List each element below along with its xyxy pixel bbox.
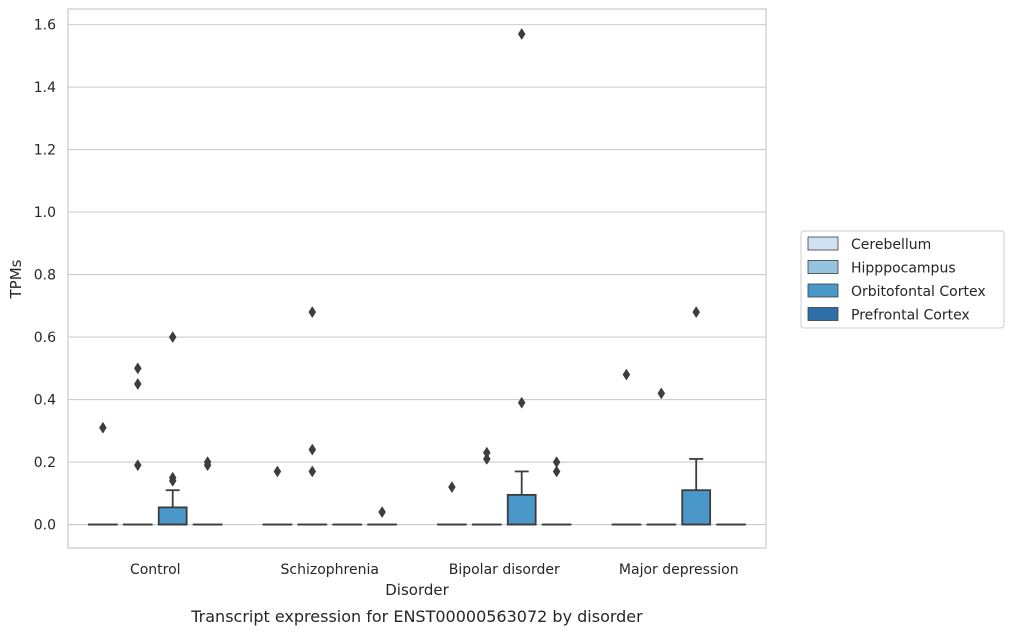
x-axis-label: Disorder bbox=[385, 581, 449, 599]
x-tick-labels: Control Schizophrenia Bipolar disorder Majo… bbox=[130, 562, 739, 578]
y-tick-label: 0.0 bbox=[34, 518, 56, 534]
box-group bbox=[646, 387, 677, 526]
box-group bbox=[681, 306, 712, 526]
legend-label: Cerebellum bbox=[851, 237, 931, 253]
y-tick-label: 1.0 bbox=[34, 205, 56, 221]
plot-frame bbox=[67, 8, 767, 549]
legend-item: Hipppocampus bbox=[807, 260, 956, 277]
legend-item: Prefrontal Cortex bbox=[807, 307, 970, 324]
legend-swatch bbox=[807, 260, 839, 274]
outlier-point bbox=[517, 396, 526, 409]
box-body bbox=[506, 493, 537, 526]
y-tick-label: 1.2 bbox=[34, 143, 56, 159]
y-tick-label: 1.6 bbox=[34, 18, 56, 34]
box-group bbox=[367, 506, 397, 526]
outlier-point bbox=[517, 28, 526, 40]
legend-item: Cerebellum bbox=[807, 236, 931, 253]
legend-label: Hipppocampus bbox=[851, 261, 956, 277]
chart-caption: Transcript expression for ENST0000056307… bbox=[190, 607, 643, 626]
y-tick-label: 0.8 bbox=[34, 268, 56, 284]
box-group bbox=[122, 362, 153, 526]
box-group bbox=[471, 446, 502, 526]
box-group bbox=[157, 331, 188, 526]
x-tick-label: Major depression bbox=[619, 562, 739, 578]
outlier-point bbox=[622, 368, 631, 381]
outlier-point bbox=[308, 306, 317, 319]
outlier-point bbox=[483, 452, 491, 465]
outlier-point bbox=[168, 474, 177, 487]
legend-label: Orbitofontal Cortex bbox=[851, 284, 986, 300]
box-group bbox=[192, 456, 223, 526]
x-tick-label: Schizophrenia bbox=[281, 562, 379, 578]
legend-frame bbox=[800, 230, 1005, 329]
box-group bbox=[506, 28, 537, 526]
box-marks bbox=[88, 28, 746, 526]
outlier-point bbox=[273, 465, 282, 478]
box-body bbox=[157, 506, 188, 526]
legend: Cerebellum Hipppocampus Orbitofontal Corte… bbox=[800, 230, 1005, 329]
legend-swatch bbox=[807, 283, 839, 298]
legend-item: Orbitofontal Cortex bbox=[807, 283, 986, 300]
outlier-point bbox=[308, 465, 317, 478]
legend-swatch bbox=[807, 236, 839, 251]
y-tick-label: 0.2 bbox=[34, 455, 56, 471]
box-group bbox=[541, 456, 572, 526]
y-axis-label: TPMs bbox=[7, 259, 25, 299]
box-group bbox=[437, 481, 467, 526]
outlier-point bbox=[378, 506, 386, 519]
x-tick-label: Bipolar disorder bbox=[449, 562, 560, 578]
outlier-point bbox=[134, 459, 142, 472]
box-group bbox=[88, 421, 118, 526]
y-tick-label: 1.4 bbox=[34, 80, 56, 96]
legend-swatch bbox=[807, 307, 839, 321]
box-group bbox=[611, 368, 642, 526]
outlier-point bbox=[692, 306, 700, 319]
x-tick-label: Control bbox=[130, 562, 181, 578]
legend-label: Prefrontal Cortex bbox=[851, 308, 970, 324]
box-body bbox=[681, 489, 712, 526]
y-tick-label: 0.4 bbox=[34, 393, 56, 409]
outlier-point bbox=[308, 443, 317, 456]
outlier-point bbox=[203, 459, 212, 472]
outlier-point bbox=[168, 331, 177, 344]
outlier-point bbox=[552, 465, 561, 478]
outlier-point bbox=[99, 421, 107, 434]
y-tick-label: 0.6 bbox=[34, 330, 56, 346]
box-group bbox=[262, 465, 293, 526]
outlier-point bbox=[448, 481, 456, 494]
box-group bbox=[297, 306, 328, 526]
outlier-point bbox=[134, 362, 142, 375]
y-tick-labels: 0.0 0.2 0.4 0.6 0.8 1.0 1.2 1.4 1.6 bbox=[34, 18, 56, 534]
outlier-point bbox=[657, 387, 666, 400]
outlier-point bbox=[134, 377, 142, 390]
